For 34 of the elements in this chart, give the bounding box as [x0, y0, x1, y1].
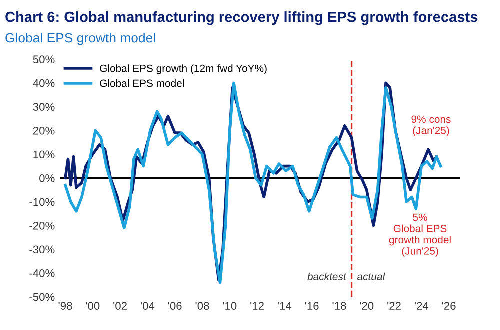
y-tick-label: -20% — [30, 222, 55, 230]
y-tick-label: -40% — [30, 270, 55, 278]
x-tick-label: '10 — [223, 302, 237, 310]
annotation: actual — [357, 272, 386, 280]
y-tick-label: 0% — [40, 174, 55, 182]
y-tick-label: 30% — [33, 103, 55, 112]
x-tick-label: '02 — [114, 302, 127, 310]
x-tick-label: '24 — [414, 302, 429, 310]
chart-title: Chart 6: Global manufacturing recovery lifting EPS growth forecasts — [6, 12, 478, 26]
y-tick-label: -50% — [30, 293, 55, 302]
y-tick-label: 20% — [33, 126, 55, 135]
y-tick-label: 40% — [33, 79, 55, 88]
x-tick-label: '16 — [305, 302, 319, 310]
y-tick-label: -30% — [30, 246, 55, 254]
x-tick-label: '14 — [278, 302, 292, 310]
legend-label: Global EPS growth (12m fwd YoY%) — [100, 64, 267, 74]
x-tick-label: '98 — [58, 302, 72, 310]
y-tick-label: 50% — [33, 56, 55, 64]
x-tick-label: '20 — [360, 302, 374, 310]
legend-label: Global EPS model — [100, 80, 184, 88]
x-tick-label: '04 — [140, 302, 155, 310]
x-tick-label: '00 — [86, 302, 100, 310]
x-tick-label: '08 — [196, 302, 210, 310]
chart-subtitle: Global EPS growth model — [6, 33, 156, 46]
annotation: 9% cons (Jan'25) — [412, 116, 451, 136]
x-tick-label: '22 — [388, 302, 401, 310]
annotation: 5% Global EPS growth model (Jun'25) — [389, 214, 451, 257]
x-tick-label: '06 — [168, 302, 182, 310]
x-tick-label: '12 — [250, 302, 264, 310]
y-tick-label: -10% — [30, 198, 55, 206]
x-tick-label: '18 — [332, 302, 346, 310]
x-tick-label: '26 — [442, 302, 456, 310]
annotation: backtest — [308, 272, 347, 280]
y-tick-label: 10% — [34, 150, 55, 159]
